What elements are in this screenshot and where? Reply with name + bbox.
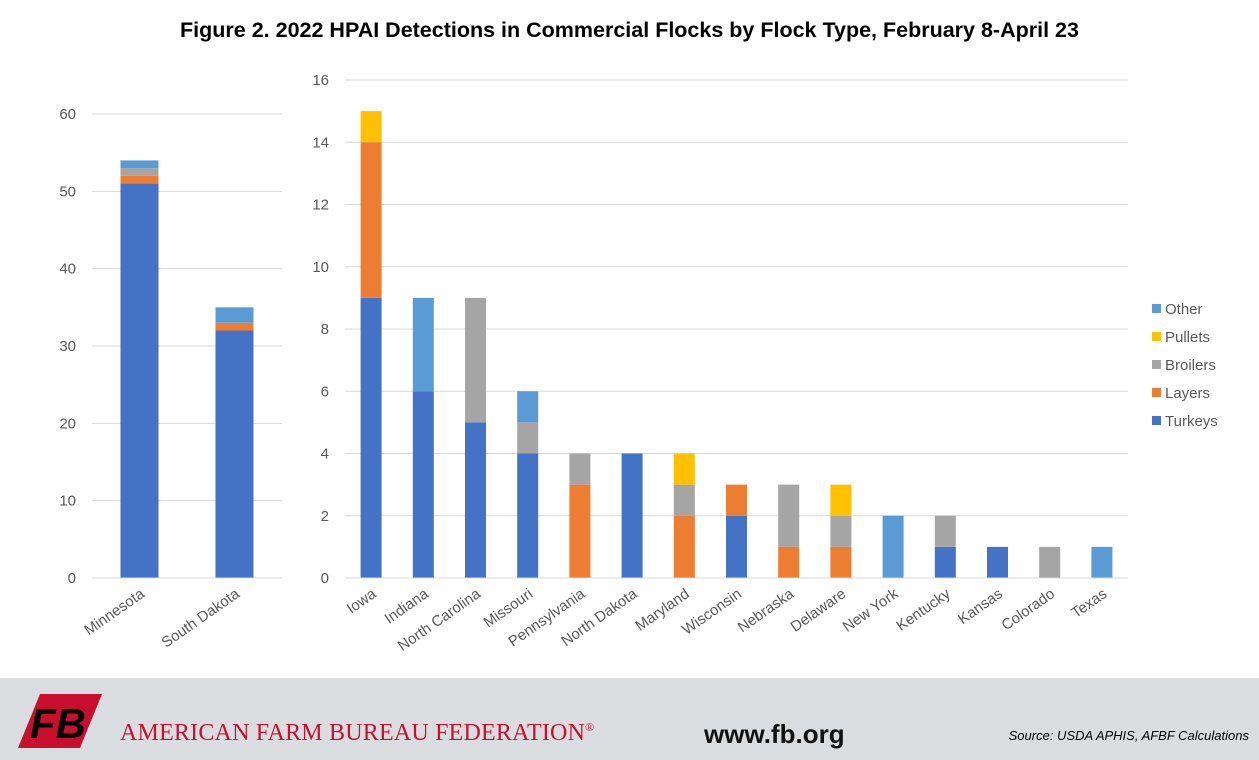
legend-swatch (1152, 416, 1161, 425)
y-tick-label: 40 (59, 261, 76, 278)
logo-lettering: FB (30, 700, 86, 747)
y-tick-label: 60 (59, 106, 76, 123)
bar-segment (569, 484, 591, 578)
x-tick-label: Kentucky (893, 585, 954, 635)
legend-swatch (1152, 360, 1161, 369)
bar-segment (934, 515, 956, 547)
y-tick-label: 4 (321, 446, 329, 463)
bar-segment (215, 330, 254, 578)
y-tick-label: 0 (321, 570, 329, 587)
legend-label: Turkeys (1165, 413, 1218, 430)
source-note: Source: USDA APHIS, AFBF Calculations (1008, 728, 1249, 743)
legend-swatch (1152, 332, 1161, 341)
bar-segment (934, 546, 956, 578)
bar-segment (517, 453, 539, 578)
y-tick-label: 8 (321, 321, 329, 338)
bar-segment (360, 297, 382, 578)
x-tick-label: Wisconsin (679, 585, 745, 638)
x-tick-label: Nebraska (735, 585, 798, 636)
bar-segment (412, 297, 434, 392)
bar-segment (673, 453, 695, 485)
bar-segment (120, 160, 159, 169)
bar-segment (830, 515, 852, 547)
bar-segment (1091, 546, 1113, 578)
x-tick-label: Texas (1068, 585, 1110, 621)
x-tick-label: New York (840, 585, 902, 636)
bar-segment (726, 515, 747, 578)
bar-segment (120, 183, 159, 578)
bar-segment (882, 515, 904, 578)
bar-segment (120, 168, 159, 176)
y-tick-label: 16 (312, 72, 329, 89)
bar-segment (412, 391, 434, 578)
bar-segment (673, 484, 695, 516)
legend-label: Broilers (1165, 357, 1216, 374)
bar-segment (360, 142, 382, 298)
chart-1: 0 10 20 30 40 50 60 Minnesota South Dakota (59, 106, 282, 651)
website-url[interactable]: www.fb.org (704, 719, 845, 749)
legend-swatch (1152, 304, 1161, 313)
org-name: American Farm Bureau Federation® (120, 720, 594, 747)
bar-segment (673, 515, 695, 578)
bar-segment (569, 453, 591, 485)
bar-segment (360, 111, 382, 143)
bar-segment (120, 175, 159, 184)
y-tick-label: 10 (59, 493, 76, 510)
farm-bureau-logo: FB (18, 694, 102, 748)
y-tick-label: 14 (312, 134, 329, 151)
org-name-text: American Farm Bureau Federation (120, 720, 586, 746)
footer-bar: FB American Farm Bureau Federation® www.… (0, 678, 1259, 760)
bar-segment (778, 484, 800, 547)
bar-segment (830, 484, 852, 516)
y-tick-label: 2 (321, 508, 329, 525)
bar-segment (621, 453, 643, 578)
y-tick-label: 0 (68, 570, 76, 587)
bar-segment (778, 546, 800, 578)
x-tick-label: Colorado (998, 585, 1058, 634)
bar-segment (215, 322, 254, 331)
x-tick-label: Minnesota (81, 585, 148, 639)
charts-canvas: 0 10 20 30 40 50 60 Minnesota South Dakota 0 2 4 6 8 1… (59, 72, 1217, 655)
bar-segment (465, 297, 486, 423)
y-tick-label: 12 (312, 197, 329, 214)
bar-segment (1039, 546, 1061, 578)
bar-segment (517, 391, 539, 423)
bar-segment (465, 422, 486, 578)
legend-swatch (1152, 388, 1161, 397)
y-tick-label: 10 (312, 259, 329, 276)
chart-title: Figure 2. 2022 HPAI Detections in Commer… (180, 18, 1079, 42)
x-tick-label: South Dakota (159, 585, 244, 651)
y-tick-label: 30 (59, 338, 76, 355)
x-tick-label: Iowa (344, 585, 380, 617)
y-tick-label: 6 (321, 383, 329, 400)
y-tick-label: 20 (59, 415, 76, 432)
registered-mark: ® (585, 720, 595, 734)
bar-segment (726, 484, 747, 516)
legend-label: Layers (1165, 385, 1210, 402)
legend-label: Pullets (1165, 329, 1210, 346)
bar-segment (987, 546, 1008, 578)
legend: Other Pullets Broilers Layers Turkeys (1152, 301, 1218, 430)
y-tick-label: 50 (59, 183, 76, 200)
bar-segment (215, 307, 254, 323)
legend-label: Other (1165, 301, 1203, 318)
bar-segment (830, 546, 852, 578)
bar-segment (517, 422, 539, 454)
x-tick-label: Delaware (788, 585, 850, 635)
